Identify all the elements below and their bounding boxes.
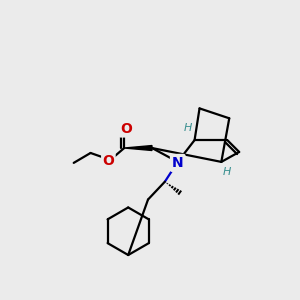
- Text: N: N: [172, 156, 184, 170]
- Text: H: H: [184, 123, 192, 133]
- Polygon shape: [124, 146, 152, 151]
- Text: O: O: [103, 154, 114, 168]
- Text: H: H: [223, 167, 232, 177]
- Text: O: O: [120, 122, 132, 136]
